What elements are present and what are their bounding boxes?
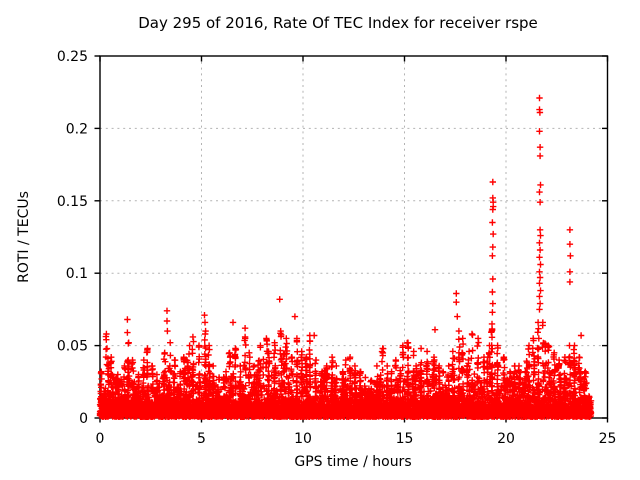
svg-text:0.05: 0.05 xyxy=(57,339,88,355)
data-points xyxy=(96,94,595,420)
svg-text:0.1: 0.1 xyxy=(66,266,88,282)
svg-text:0.2: 0.2 xyxy=(66,121,88,137)
x-tick-labels: 0 5 10 15 20 25 xyxy=(96,431,617,447)
x-axis-label: GPS time / hours xyxy=(294,454,411,470)
y-axis-label: ROTI / TECUs xyxy=(16,191,32,283)
svg-text:15: 15 xyxy=(396,431,414,447)
svg-text:10: 10 xyxy=(294,431,312,447)
svg-text:0: 0 xyxy=(96,431,105,447)
svg-text:20: 20 xyxy=(497,431,515,447)
svg-text:25: 25 xyxy=(599,431,617,447)
y-tick-labels: 0 0.05 0.1 0.15 0.2 0.25 xyxy=(57,49,88,427)
svg-text:0.25: 0.25 xyxy=(57,49,88,65)
svg-text:0.15: 0.15 xyxy=(57,194,88,210)
svg-text:5: 5 xyxy=(197,431,206,447)
chart-title: Day 295 of 2016, Rate Of TEC Index for r… xyxy=(138,14,538,32)
svg-text:0: 0 xyxy=(79,411,88,427)
